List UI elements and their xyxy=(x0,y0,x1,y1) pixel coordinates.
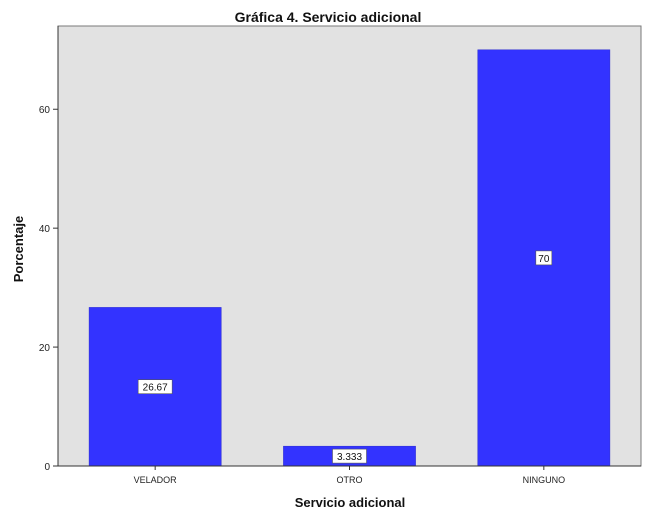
y-tick-label: 20 xyxy=(39,343,51,354)
y-axis-title: Porcentaje xyxy=(11,216,26,282)
y-tick-label: 0 xyxy=(44,462,50,473)
data-label: 26.67 xyxy=(143,383,168,394)
x-tick-label: NINGUNO xyxy=(523,475,566,485)
data-labels-group: 26.67 3.333 70 xyxy=(137,250,553,464)
data-label-box xyxy=(535,250,553,266)
data-label: 3.333 xyxy=(337,452,362,463)
x-tick-label: OTRO xyxy=(337,475,363,485)
data-label: 70 xyxy=(538,254,550,265)
x-tick-label: VELADOR xyxy=(134,475,178,485)
chart-title: Gráfica 4. Servicio adicional xyxy=(235,9,422,25)
x-axis-title: Servicio adicional xyxy=(295,495,406,510)
y-axis: 0 20 40 60 xyxy=(39,26,59,473)
x-axis: VELADOR OTRO NINGUNO xyxy=(58,465,641,485)
data-label-box xyxy=(332,448,367,464)
y-tick-label: 60 xyxy=(39,105,51,116)
y-tick-label: 40 xyxy=(39,224,51,235)
data-label-box xyxy=(137,379,173,395)
